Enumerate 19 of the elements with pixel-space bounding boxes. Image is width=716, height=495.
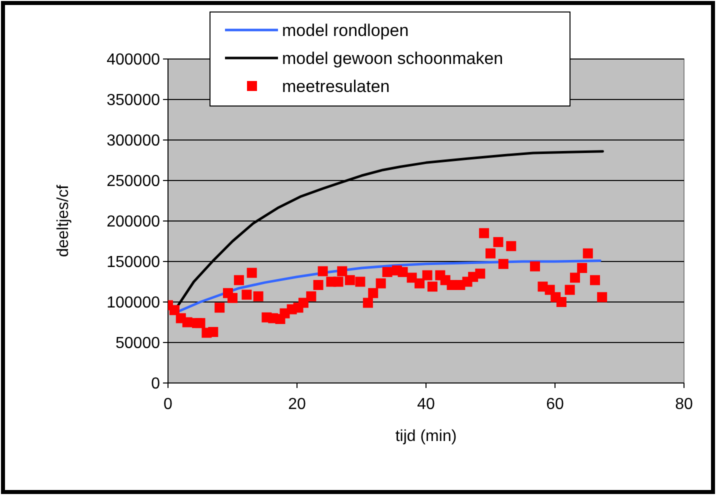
x-tick-label: 0 xyxy=(164,396,173,413)
legend-label: meetresulaten xyxy=(282,76,390,96)
y-tick-label: 0 xyxy=(151,376,160,393)
y-tick-label: 250000 xyxy=(106,173,160,190)
y-tick-label: 200000 xyxy=(106,214,160,231)
y-tick-label: 50000 xyxy=(116,335,160,352)
y-tick-label: 150000 xyxy=(106,254,160,272)
legend-label: model gewoon schoonmaken xyxy=(282,48,504,68)
y-tick-label: 300000 xyxy=(106,132,160,150)
legend-label: model rondlopen xyxy=(282,20,409,40)
x-tick-label: 40 xyxy=(417,396,435,413)
x-axis-title: tijd (min) xyxy=(395,428,457,445)
x-tick-label: 60 xyxy=(546,396,564,413)
x-tick-label: 20 xyxy=(288,396,306,413)
y-tick-label: 350000 xyxy=(106,92,160,110)
y-tick-label: 100000 xyxy=(106,294,160,312)
y-axis-title: deeltjes/cf xyxy=(55,184,72,258)
x-tick-label: 80 xyxy=(675,396,693,413)
y-tick-label: 400000 xyxy=(106,52,160,69)
